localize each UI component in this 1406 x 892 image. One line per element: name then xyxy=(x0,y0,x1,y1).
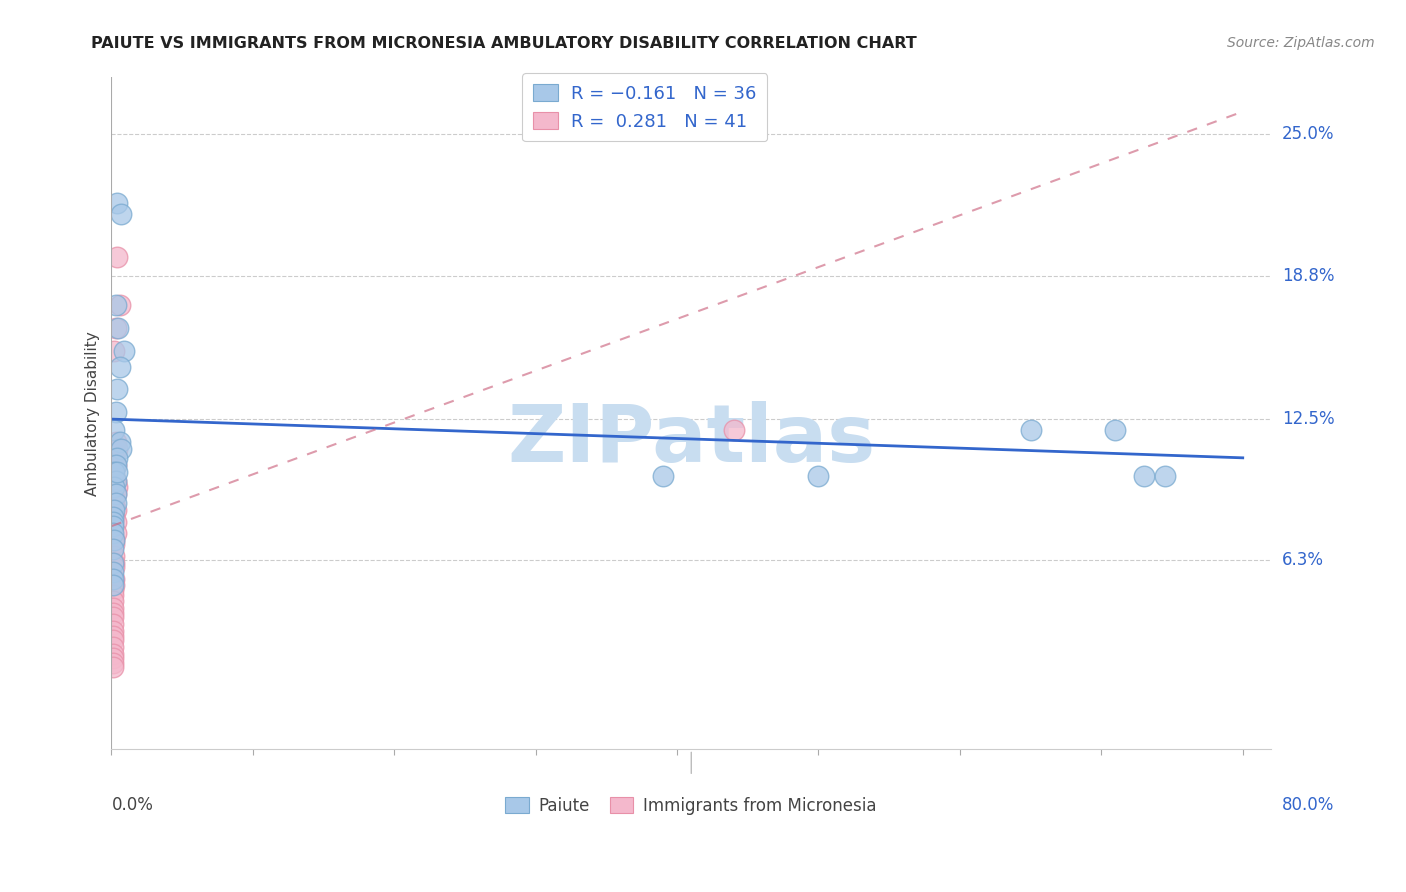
Point xyxy=(104,434,127,449)
Text: Source: ZipAtlas.com: Source: ZipAtlas.com xyxy=(1227,36,1375,50)
Point xyxy=(101,628,124,642)
Point xyxy=(1019,424,1042,438)
Point xyxy=(104,503,127,517)
Point xyxy=(108,434,131,449)
Text: PAIUTE VS IMMIGRANTS FROM MICRONESIA AMBULATORY DISABILITY CORRELATION CHART: PAIUTE VS IMMIGRANTS FROM MICRONESIA AMB… xyxy=(91,36,917,51)
Point xyxy=(101,647,124,661)
Text: 80.0%: 80.0% xyxy=(1282,797,1334,814)
Legend: Paiute, Immigrants from Micronesia: Paiute, Immigrants from Micronesia xyxy=(499,790,883,822)
Y-axis label: Ambulatory Disability: Ambulatory Disability xyxy=(86,331,100,496)
Point xyxy=(103,503,125,517)
Point xyxy=(103,578,125,592)
Text: 25.0%: 25.0% xyxy=(1282,126,1334,144)
Point xyxy=(103,549,125,563)
Point xyxy=(101,640,124,654)
Point xyxy=(101,651,124,665)
Point xyxy=(103,560,125,574)
Point xyxy=(110,207,132,221)
Point xyxy=(1132,469,1154,483)
Point xyxy=(104,474,127,488)
Point xyxy=(105,442,128,456)
Point xyxy=(104,458,127,472)
Point xyxy=(101,510,124,524)
Point xyxy=(103,572,125,586)
Point xyxy=(104,405,127,419)
Point xyxy=(103,533,125,547)
Point xyxy=(103,496,125,510)
Point xyxy=(108,298,131,312)
Point xyxy=(101,624,124,638)
Point xyxy=(104,487,127,501)
Point xyxy=(723,424,745,438)
Point xyxy=(101,633,124,648)
Point xyxy=(103,510,125,524)
Text: 12.5%: 12.5% xyxy=(1282,410,1334,428)
Point xyxy=(103,343,125,358)
Point xyxy=(105,480,128,494)
Point xyxy=(101,660,124,674)
Point xyxy=(101,515,124,529)
Point xyxy=(101,601,124,615)
Point xyxy=(104,515,127,529)
Point xyxy=(103,450,125,465)
Point xyxy=(103,465,125,479)
Point xyxy=(101,572,124,586)
Point xyxy=(104,321,127,335)
Text: 0.0%: 0.0% xyxy=(111,797,153,814)
Text: 6.3%: 6.3% xyxy=(1282,551,1324,569)
Point xyxy=(105,450,128,465)
Point xyxy=(103,533,125,547)
Point xyxy=(101,565,124,579)
Point xyxy=(101,587,124,601)
Point xyxy=(807,469,830,483)
Point xyxy=(104,298,127,312)
Text: ZIPatlas: ZIPatlas xyxy=(508,401,876,479)
Point xyxy=(105,195,128,210)
Point xyxy=(103,469,125,483)
Point xyxy=(103,424,125,438)
Point xyxy=(1154,469,1177,483)
Point xyxy=(104,458,127,472)
Point xyxy=(103,480,125,494)
Point xyxy=(104,526,127,541)
Text: 18.8%: 18.8% xyxy=(1282,267,1334,285)
Point xyxy=(105,251,128,265)
Point xyxy=(101,594,124,608)
Point xyxy=(652,469,675,483)
Point xyxy=(108,359,131,374)
Point xyxy=(103,537,125,551)
Point xyxy=(101,519,124,533)
Point xyxy=(101,578,124,592)
Point xyxy=(112,343,135,358)
Point xyxy=(110,442,132,456)
Point xyxy=(101,606,124,620)
Point xyxy=(101,582,124,597)
Point xyxy=(101,656,124,670)
Point xyxy=(101,617,124,632)
Point xyxy=(104,474,127,488)
Point xyxy=(104,487,127,501)
Point xyxy=(1104,424,1126,438)
Point xyxy=(101,526,124,541)
Point xyxy=(104,496,127,510)
Point xyxy=(101,556,124,570)
Point xyxy=(103,491,125,506)
Point xyxy=(105,383,128,397)
Point xyxy=(105,465,128,479)
Point xyxy=(107,321,129,335)
Point xyxy=(103,556,125,570)
Point xyxy=(101,610,124,624)
Point xyxy=(101,541,124,556)
